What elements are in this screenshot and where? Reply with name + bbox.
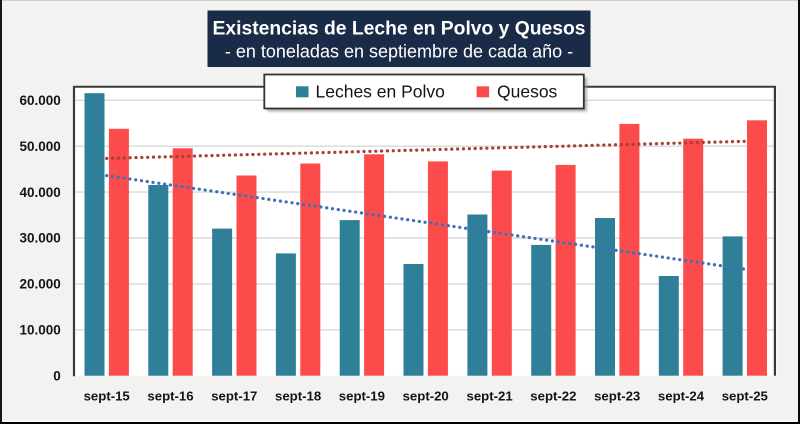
svg-text:10.000: 10.000 [20, 323, 61, 338]
svg-text:40.000: 40.000 [20, 185, 61, 200]
svg-text:60.000: 60.000 [20, 93, 61, 108]
svg-text:Existencias de Leche en Polvo: Existencias de Leche en Polvo y Quesos [213, 19, 586, 40]
svg-text:sept-21: sept-21 [467, 389, 513, 404]
svg-text:sept-22: sept-22 [530, 389, 576, 404]
svg-text:30.000: 30.000 [20, 231, 61, 246]
svg-text:sept-17: sept-17 [211, 389, 257, 404]
svg-text:sept-20: sept-20 [403, 389, 449, 404]
svg-text:sept-25: sept-25 [722, 389, 768, 404]
svg-text:sept-16: sept-16 [147, 389, 193, 404]
svg-text:0: 0 [53, 368, 61, 383]
svg-text:Quesos: Quesos [497, 81, 558, 101]
svg-text:sept-18: sept-18 [275, 389, 321, 404]
svg-text:sept-24: sept-24 [658, 389, 705, 404]
svg-text:50.000: 50.000 [20, 139, 61, 154]
svg-text:20.000: 20.000 [20, 277, 61, 292]
svg-text:sept-23: sept-23 [594, 389, 640, 404]
svg-text:Leches en Polvo: Leches en Polvo [316, 81, 445, 101]
svg-text:sept-15: sept-15 [84, 389, 130, 404]
svg-text:- en toneladas en septiembre d: - en toneladas en septiembre de cada año… [225, 42, 573, 62]
svg-text:sept-19: sept-19 [339, 389, 385, 404]
